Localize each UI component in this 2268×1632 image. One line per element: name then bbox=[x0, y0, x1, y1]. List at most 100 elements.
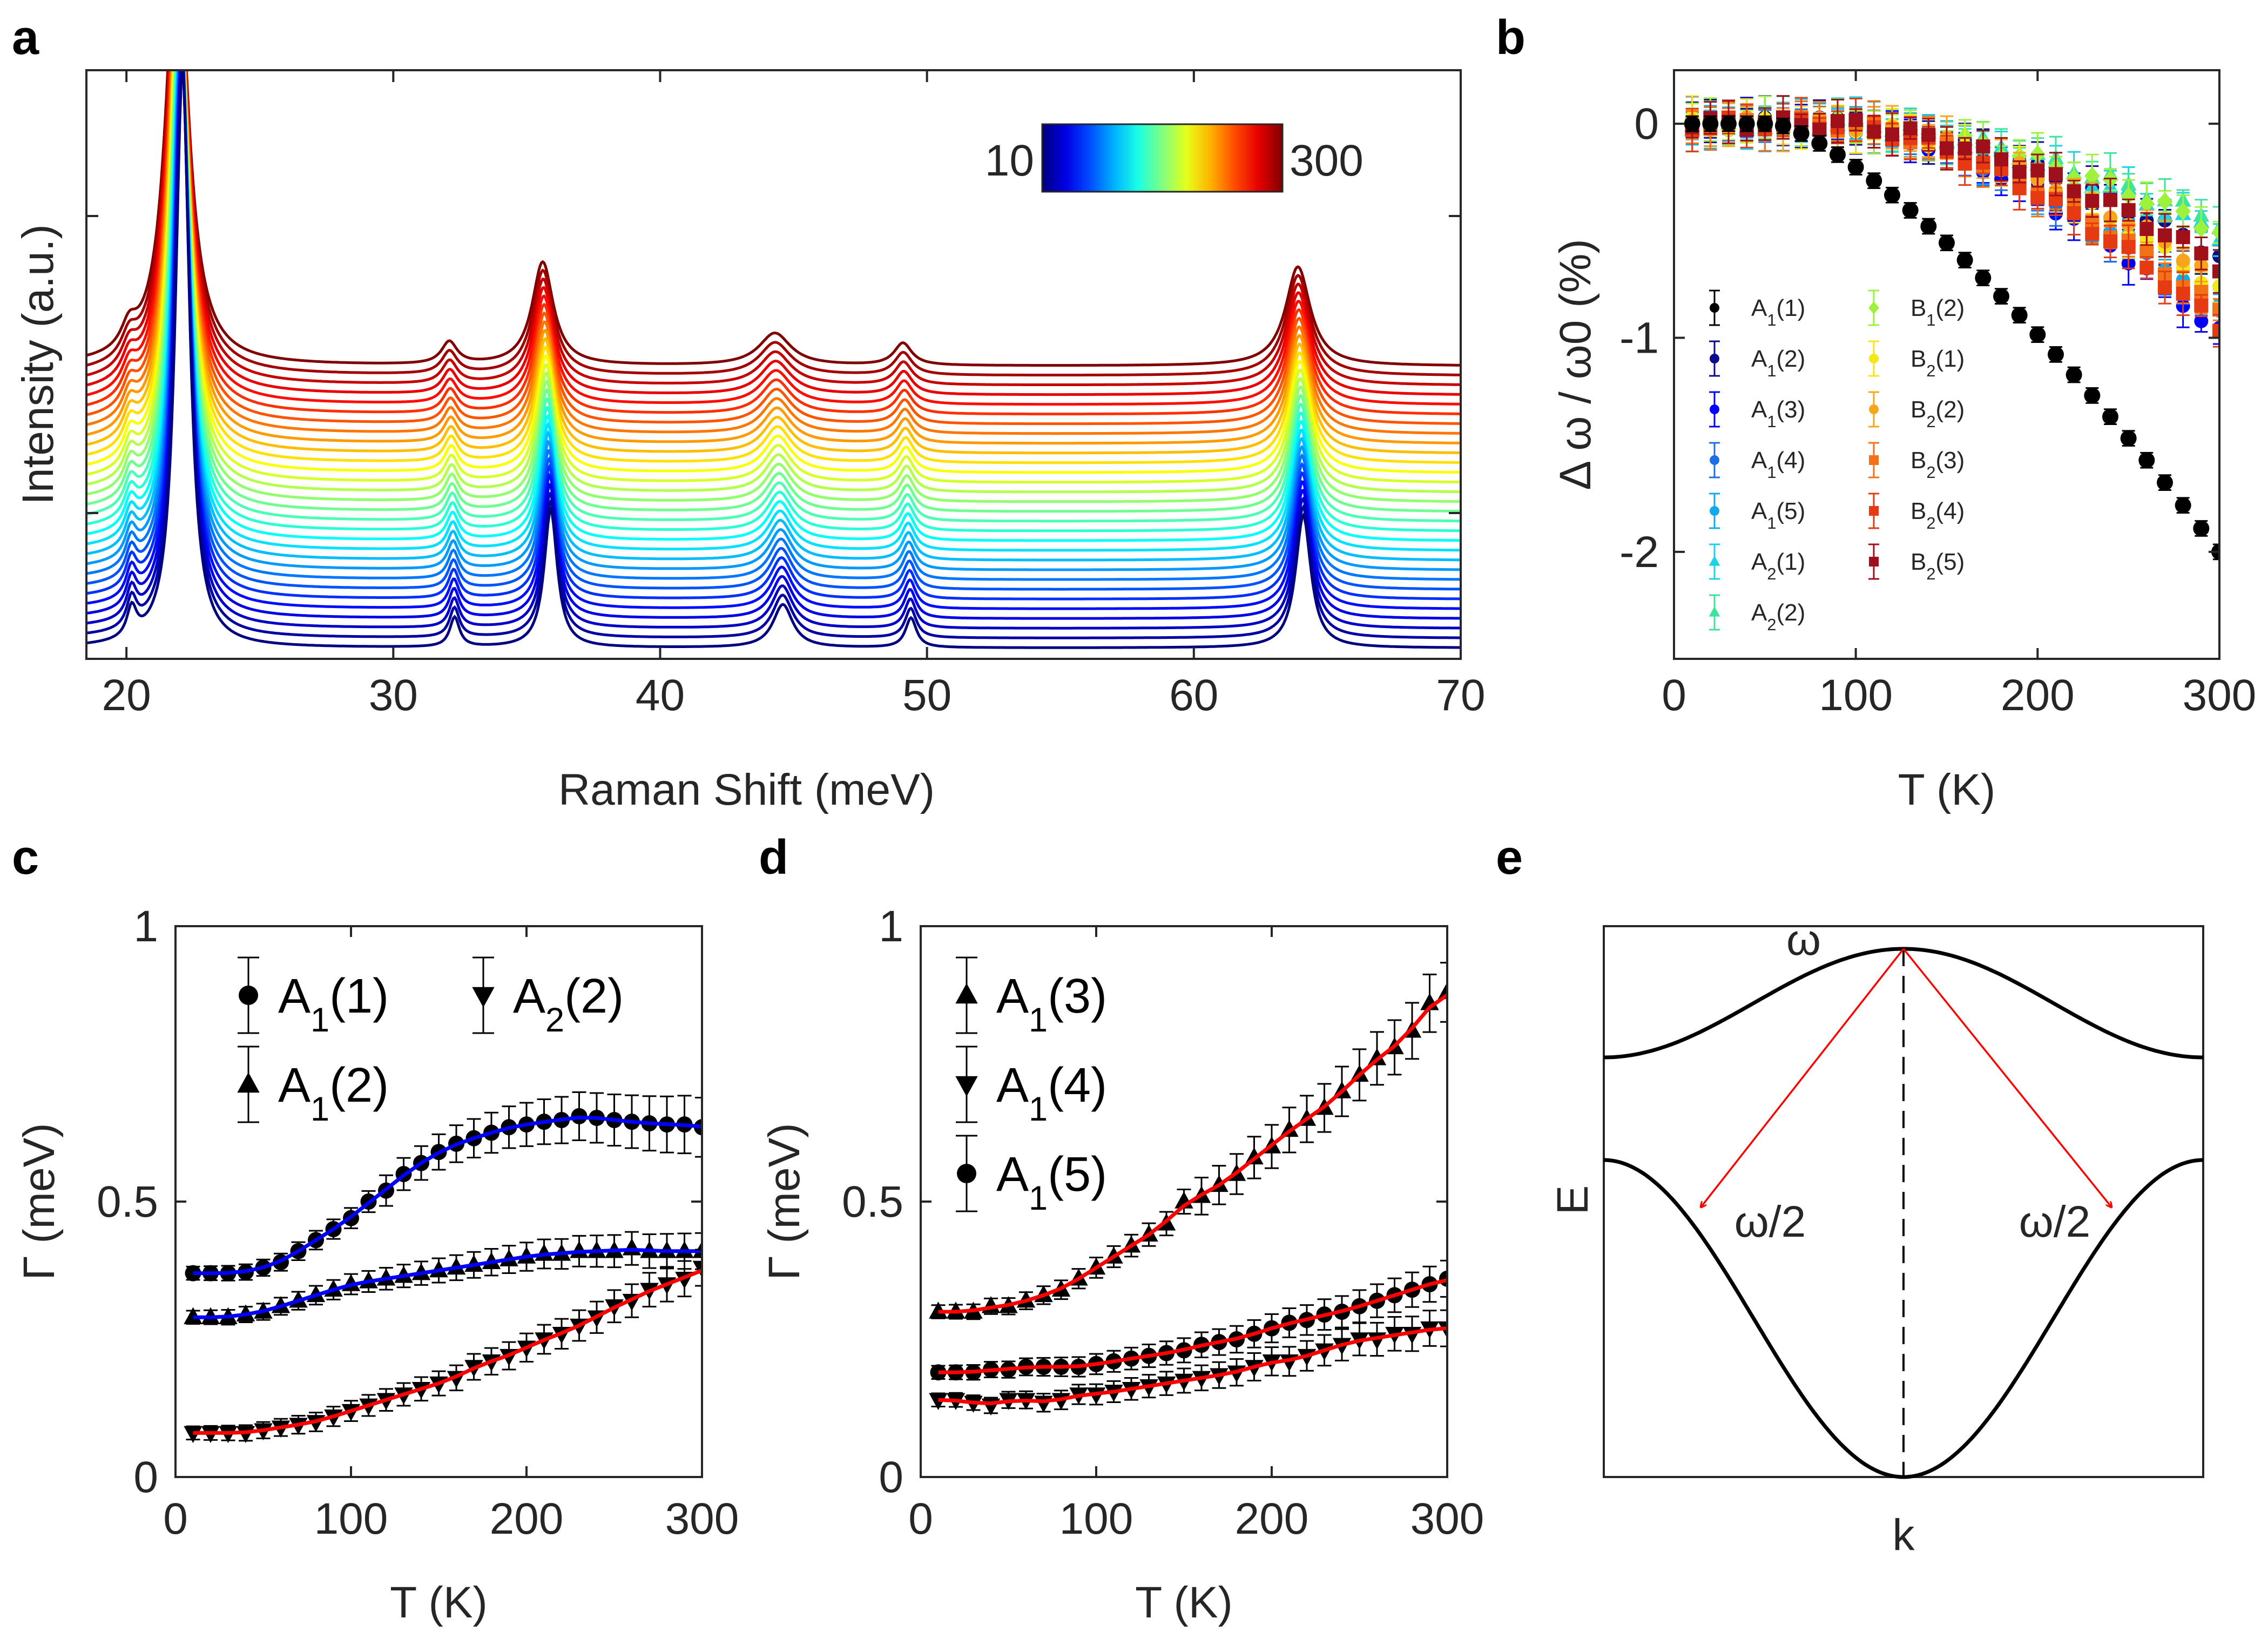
legend-label: B2(1) bbox=[1911, 346, 1965, 380]
annotation-omega-half-right: ω/2 bbox=[2019, 1197, 2090, 1246]
x-tick-label: 200 bbox=[1235, 1494, 1309, 1543]
data-point bbox=[1867, 124, 1881, 139]
fit-line bbox=[938, 1326, 1447, 1406]
data-point bbox=[1884, 187, 1900, 204]
data-point bbox=[1940, 141, 1954, 156]
y-tick-label: 1 bbox=[879, 902, 903, 951]
data-point bbox=[2103, 193, 2117, 207]
x-tick-label: 40 bbox=[636, 671, 685, 720]
legend-label: A2(2) bbox=[513, 969, 624, 1039]
legend-marker bbox=[1869, 557, 1879, 567]
data-point bbox=[1976, 139, 1990, 154]
spectrum-line bbox=[86, 70, 1461, 406]
x-tick-label: 200 bbox=[490, 1494, 564, 1543]
data-point bbox=[2212, 279, 2219, 294]
legend-label: B2(5) bbox=[1911, 549, 1965, 583]
legend-marker bbox=[1869, 404, 1879, 414]
data-point bbox=[1775, 118, 1791, 134]
spectrum-line bbox=[86, 70, 1461, 571]
spectrum-line bbox=[86, 70, 1461, 484]
legend-marker bbox=[1869, 354, 1879, 363]
legend-label: A1(1) bbox=[1751, 295, 1805, 329]
legend-marker bbox=[1710, 404, 1719, 414]
data-point bbox=[1830, 146, 1846, 163]
error-bar bbox=[2213, 543, 2219, 561]
data-point bbox=[2193, 520, 2210, 537]
data-point bbox=[1848, 113, 1863, 127]
legend-item: A2(2) bbox=[1709, 594, 1805, 634]
spectrum-line bbox=[86, 70, 1461, 542]
legend-item: A1(2) bbox=[1709, 340, 1805, 380]
data-point bbox=[2030, 163, 2045, 178]
y-axis-label: E bbox=[1548, 1185, 1597, 1215]
data-point bbox=[2029, 326, 2046, 343]
spectrum-line bbox=[86, 70, 1461, 435]
spectrum-line bbox=[86, 70, 1461, 532]
y-tick-label: 0 bbox=[879, 1453, 903, 1502]
legend-label: A1(1) bbox=[278, 969, 389, 1039]
spectrum-line bbox=[86, 70, 1461, 367]
legend-item: A1(5) bbox=[1709, 493, 1805, 532]
spectrum-line bbox=[86, 70, 1461, 562]
spectrum-line bbox=[86, 70, 1461, 464]
decay-arrow-right bbox=[1902, 948, 2111, 1207]
data-point bbox=[2194, 246, 2209, 261]
spectrum-line bbox=[86, 70, 1461, 396]
legend-item: B2(4) bbox=[1868, 493, 1965, 532]
spectrum-line bbox=[86, 70, 1461, 630]
axes-box bbox=[85, 69, 1462, 660]
data-point bbox=[2157, 192, 2173, 211]
legend-label: A1(4) bbox=[1751, 447, 1805, 482]
spectrum-line bbox=[86, 70, 1461, 581]
data-point bbox=[1956, 252, 1973, 268]
legend-label: A1(2) bbox=[1751, 346, 1805, 380]
y-tick-label: 0.5 bbox=[97, 1177, 158, 1226]
data-point bbox=[2084, 387, 2101, 404]
legend-label: B2(3) bbox=[1911, 447, 1965, 482]
data-point bbox=[2139, 260, 2154, 275]
data-point bbox=[2085, 194, 2100, 208]
annotation-omega: ω bbox=[1786, 915, 1821, 965]
spectrum-line bbox=[86, 70, 1461, 416]
data-point bbox=[1702, 116, 1719, 132]
data-point bbox=[692, 1260, 702, 1278]
data-point bbox=[1720, 116, 1737, 132]
error-bar bbox=[1440, 1309, 1447, 1347]
fit-line bbox=[193, 1269, 702, 1435]
data-point bbox=[1847, 159, 1864, 176]
legend-label: B1(2) bbox=[1911, 295, 1965, 329]
x-tick-label: 200 bbox=[2001, 671, 2075, 720]
data-point bbox=[2211, 223, 2219, 242]
legend-item: A2(1) bbox=[1709, 543, 1805, 583]
data-point bbox=[2194, 298, 2209, 313]
legend-label: B2(4) bbox=[1911, 498, 1965, 532]
data-point bbox=[570, 1241, 589, 1258]
spectrum-line bbox=[86, 70, 1461, 601]
x-tick-label: 100 bbox=[1819, 671, 1893, 720]
annotation-omega-half-left: ω/2 bbox=[1734, 1197, 1806, 1246]
panel-label-a: a bbox=[12, 11, 39, 65]
legend-label: A1(5) bbox=[1751, 498, 1805, 532]
data-point bbox=[2121, 187, 2136, 205]
legend-marker bbox=[1710, 455, 1719, 465]
error-bar bbox=[2213, 220, 2219, 244]
legend-label: A1(3) bbox=[996, 969, 1107, 1039]
legend-marker bbox=[1710, 303, 1719, 313]
data-point bbox=[2067, 184, 2081, 199]
data-point bbox=[2138, 452, 2155, 469]
legend-item: A1(1) bbox=[238, 956, 389, 1039]
error-bar bbox=[1440, 1259, 1447, 1298]
spectrum-line bbox=[86, 70, 1461, 649]
spectrum-line bbox=[86, 70, 1461, 620]
data-point bbox=[2049, 167, 2063, 181]
data-point bbox=[2121, 240, 2136, 254]
error-bar bbox=[695, 1249, 702, 1287]
panel-label-e: e bbox=[1496, 831, 1523, 885]
legend-marker bbox=[1710, 354, 1719, 363]
spectrum-line bbox=[86, 70, 1461, 523]
legend-item: A1(1) bbox=[1709, 289, 1805, 329]
data-point bbox=[1684, 116, 1700, 132]
legend-item: A1(4) bbox=[1709, 442, 1805, 482]
legend-label: A1(3) bbox=[1751, 396, 1805, 431]
